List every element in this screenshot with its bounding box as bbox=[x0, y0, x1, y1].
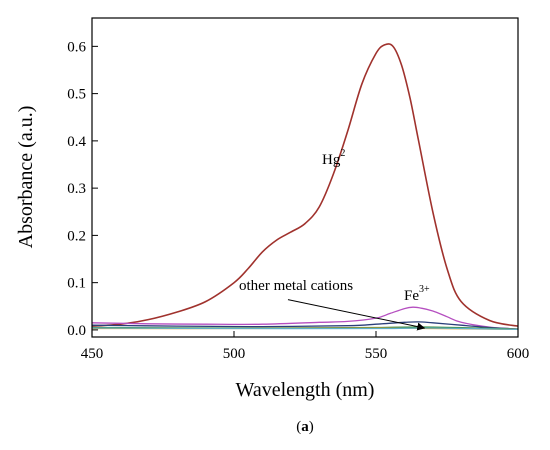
x-tick-label: 600 bbox=[507, 346, 530, 362]
x-tick-label: 450 bbox=[81, 346, 104, 362]
annotation-other-metal-cations: other metal cations bbox=[239, 278, 353, 294]
y-tick-label: 0.0 bbox=[67, 323, 86, 339]
y-tick-label: 0.1 bbox=[67, 276, 86, 292]
annotation-fe: Fe3+ bbox=[404, 284, 430, 304]
x-axis-ticks: 450 500 550 600 bbox=[81, 331, 530, 362]
y-tick-label: 0.5 bbox=[67, 87, 86, 103]
x-tick-label: 550 bbox=[365, 346, 388, 362]
x-tick-label: 500 bbox=[223, 346, 246, 362]
figure-caption: (a) bbox=[296, 419, 314, 435]
y-tick-label: 0.4 bbox=[67, 134, 86, 150]
plot-frame bbox=[91, 17, 519, 338]
y-tick-label: 0.3 bbox=[67, 181, 86, 197]
x-axis-title: Wavelength (nm) bbox=[236, 379, 375, 401]
series-line-2 bbox=[91, 306, 519, 330]
y-tick-label: 0.6 bbox=[67, 39, 86, 55]
y-axis-ticks: 0.0 0.1 0.2 0.3 0.4 0.5 0.6 bbox=[67, 39, 98, 339]
y-axis-title: Absorbance (a.u.) bbox=[15, 106, 37, 249]
annotation-arrow bbox=[287, 299, 426, 331]
y-tick-label: 0.2 bbox=[67, 228, 86, 244]
annotation-hg: Hg2 bbox=[322, 148, 345, 168]
series-line-1 bbox=[91, 43, 519, 327]
series-line-6 bbox=[91, 327, 519, 331]
spectra-curves bbox=[91, 43, 519, 331]
